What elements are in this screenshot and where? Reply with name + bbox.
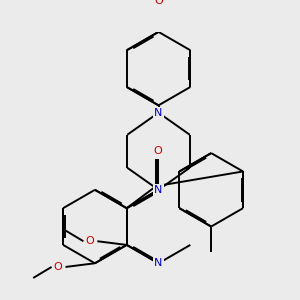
- Text: N: N: [154, 185, 163, 195]
- Text: O: O: [154, 146, 162, 156]
- Text: N: N: [154, 258, 163, 268]
- Text: O: O: [53, 262, 62, 272]
- Text: O: O: [154, 0, 163, 6]
- Text: N: N: [154, 108, 163, 118]
- Text: O: O: [85, 236, 94, 246]
